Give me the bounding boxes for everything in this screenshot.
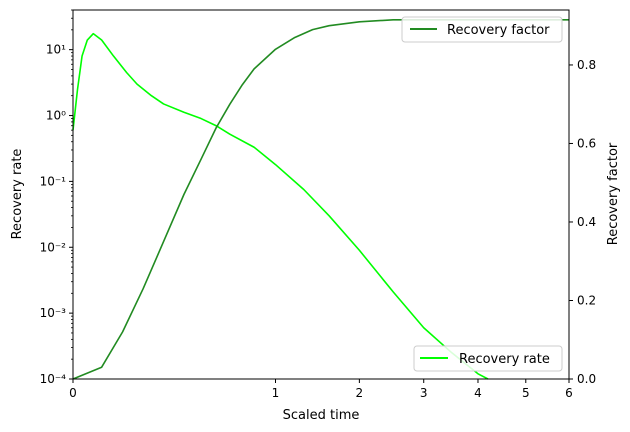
left-y-tick-label: 10⁻² [40, 240, 67, 254]
left-y-tick-label: 10⁻³ [40, 306, 67, 320]
x-tick-label: 1 [272, 386, 280, 400]
left-y-tick-label: 10⁻⁴ [40, 372, 67, 386]
legend-recovery-factor: Recovery factor [401, 16, 563, 43]
x-tick-label: 0 [69, 386, 77, 400]
right-y-tick-label: 0.4 [577, 215, 596, 229]
legend-frame [413, 345, 563, 372]
x-tick-label: 5 [522, 386, 530, 400]
left-y-axis-title: Recovery rate [10, 149, 25, 240]
right-y-tick-label: 0.8 [577, 58, 596, 72]
x-axis-ticks: 0 1 2 3 4 5 6 [69, 379, 573, 400]
right-y-axis-title: Recovery factor [606, 142, 621, 245]
right-y-tick-label: 0.6 [577, 136, 596, 150]
left-y-tick-label: 10¹ [46, 43, 66, 57]
series-line-recovery-rate [72, 32, 489, 380]
plot-frame [72, 9, 570, 380]
x-tick-label: 4 [474, 386, 482, 400]
right-y-tick-label: 0.2 [577, 293, 596, 307]
legend-recovery-rate: Recovery rate [413, 345, 563, 372]
left-y-axis-ticks: 10⁻⁴ 10⁻³ 10⁻² 10⁻¹ 10⁰ 10¹ [40, 9, 73, 386]
left-y-tick-label: 10⁻¹ [40, 174, 67, 188]
legend-frame [401, 16, 563, 43]
x-tick-label: 3 [420, 386, 428, 400]
x-axis-title: Scaled time [283, 408, 360, 423]
right-y-tick-label: 0.0 [577, 372, 596, 386]
x-tick-label: 6 [565, 386, 573, 400]
left-y-tick-label: 10⁰ [46, 109, 66, 123]
right-y-axis-ticks: 0.0 0.2 0.4 0.6 0.8 [569, 58, 596, 386]
plot-background [73, 10, 569, 379]
legend-label: Recovery rate [459, 352, 550, 367]
legend-label: Recovery factor [447, 23, 550, 38]
x-tick-label: 2 [356, 386, 364, 400]
